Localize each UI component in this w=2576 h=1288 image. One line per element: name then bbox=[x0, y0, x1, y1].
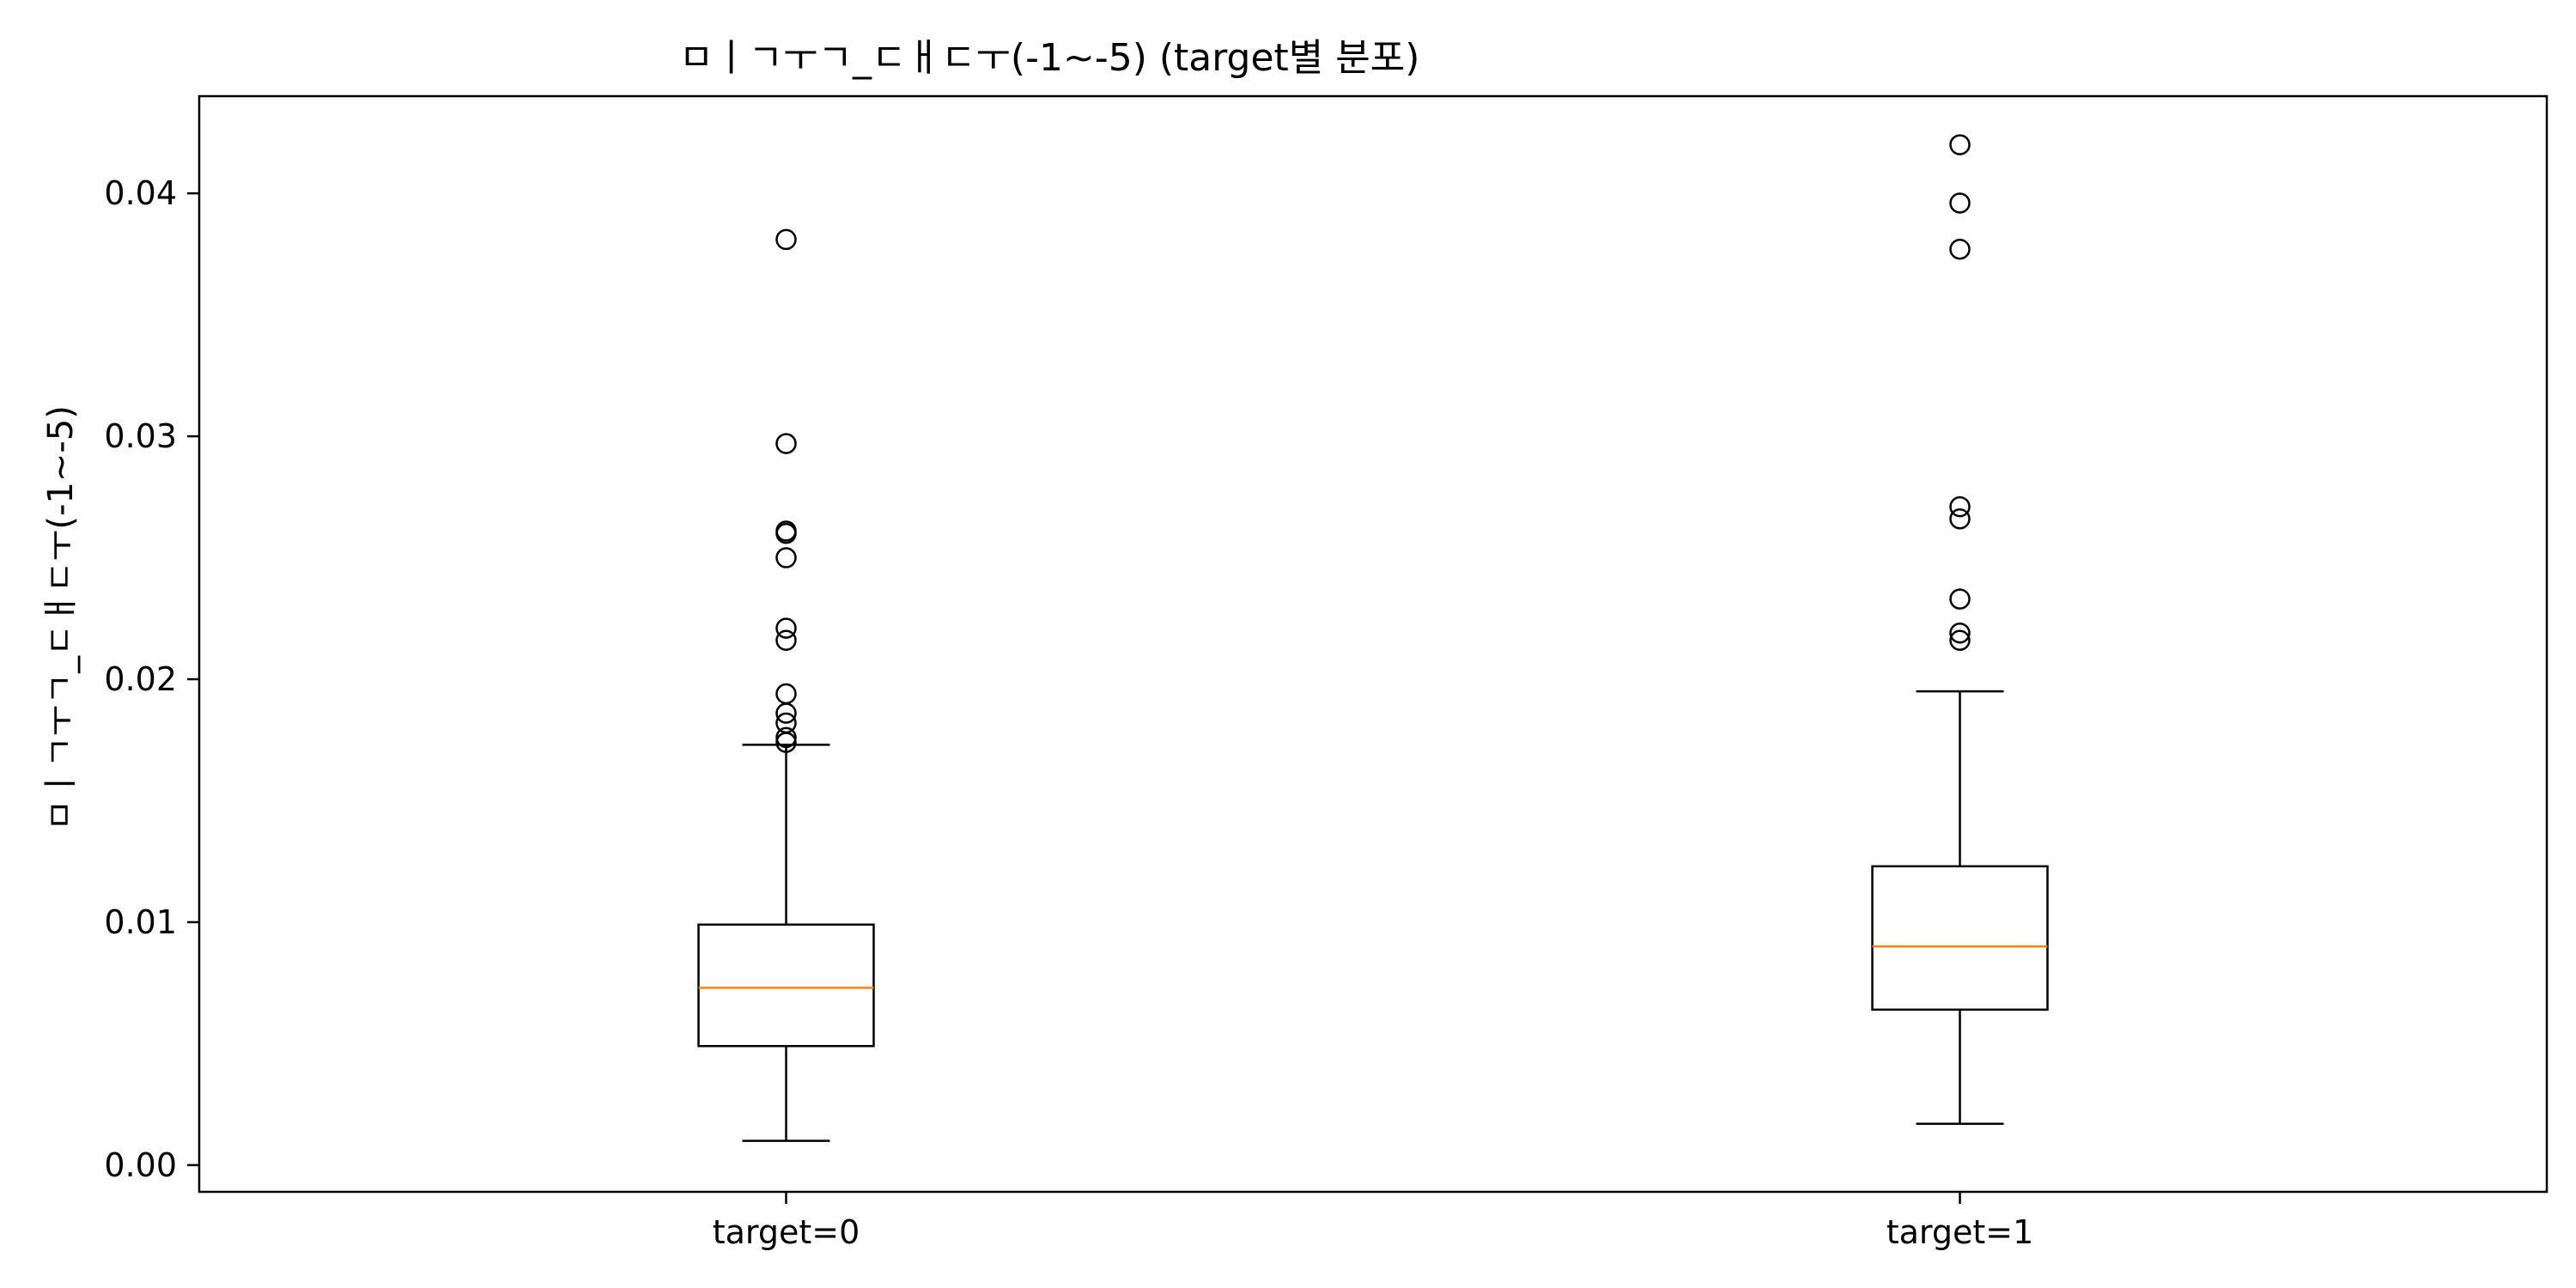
outlier-point bbox=[775, 617, 797, 639]
outlier-point bbox=[775, 726, 797, 749]
outlier-point bbox=[775, 547, 797, 568]
outlier-point bbox=[1949, 192, 1971, 214]
y-tick-label: 0.02 bbox=[104, 660, 177, 698]
outlier-point bbox=[775, 702, 797, 724]
iqr-box bbox=[697, 923, 875, 1048]
outlier-point bbox=[1949, 134, 1971, 155]
outlier-point bbox=[1949, 623, 1971, 644]
plot-frame bbox=[197, 94, 2549, 1194]
outlier-point bbox=[775, 433, 797, 454]
box-group: target=0 bbox=[697, 228, 875, 1251]
iqr-box bbox=[1871, 865, 2049, 1012]
y-tick-label: 0.00 bbox=[104, 1146, 177, 1184]
x-tick-label: target=1 bbox=[1886, 1213, 2034, 1251]
outlier-point bbox=[1949, 508, 1971, 530]
outlier-point bbox=[775, 523, 797, 544]
outlier-point bbox=[1949, 238, 1971, 260]
outlier-point bbox=[1949, 495, 1971, 518]
box-group: target=1 bbox=[1871, 134, 2049, 1251]
y-axis-label: ㅁㅣㄱㅜㄱ_ㄷㅐㄷㅜ(-1~-5) bbox=[41, 405, 81, 831]
outlier-point bbox=[775, 732, 797, 753]
plot-area: 0.00 0.01 0.02 0.03 0.04 target=0 target=1 bbox=[104, 134, 2049, 1251]
chart-title: ㅁㅣㄱㅜㄱ_ㄷㅐㄷㅜ(-1~-5) (target별 분포) bbox=[679, 36, 1420, 80]
y-tick-label: 0.03 bbox=[104, 417, 177, 455]
x-tick-label: target=0 bbox=[713, 1213, 860, 1251]
outlier-point bbox=[1949, 588, 1971, 610]
y-tick-label: 0.01 bbox=[104, 903, 177, 941]
outlier-point bbox=[1949, 629, 1971, 652]
y-tick-label: 0.04 bbox=[104, 174, 177, 212]
outlier-point bbox=[775, 228, 797, 251]
outlier-point bbox=[775, 629, 797, 652]
